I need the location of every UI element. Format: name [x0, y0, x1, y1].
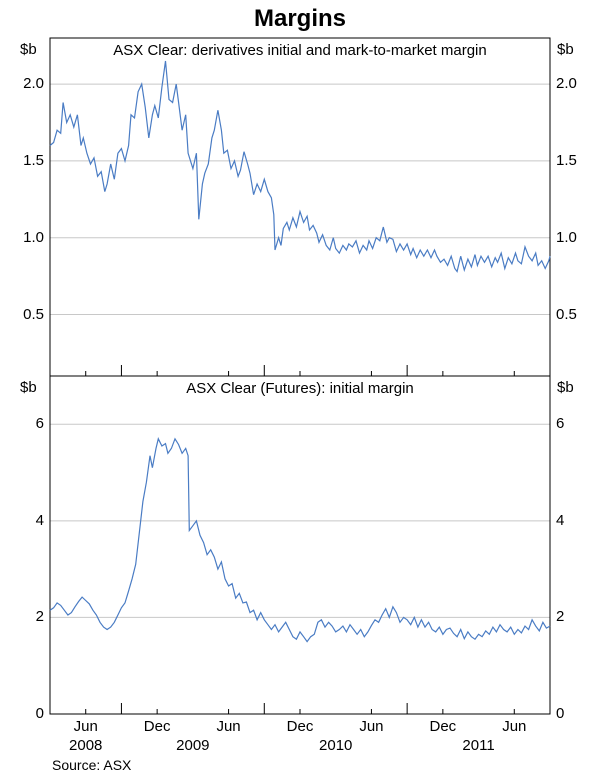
panel2-series-line	[50, 439, 550, 642]
panel2-ytick-right-0: 0	[556, 705, 564, 722]
panel1-ytick-left-1: 1.0	[23, 229, 44, 246]
panel1-ytick-left-2: 1.5	[23, 152, 44, 169]
x-month-1: Dec	[144, 718, 171, 735]
panel1-ytick-right-2: 1.5	[556, 152, 577, 169]
panel1-y-unit-right: $b	[557, 41, 574, 58]
panel2-ytick-left-2: 4	[36, 512, 44, 529]
chart-title: Margins	[0, 5, 600, 33]
x-year-3: 2011	[462, 737, 494, 754]
panel1-ytick-right-3: 2.0	[556, 75, 577, 92]
x-year-1: 2009	[176, 737, 209, 754]
x-year-2: 2010	[319, 737, 352, 754]
panel2-ytick-left-0: 0	[36, 705, 44, 722]
panel1-ytick-right-0: 0.5	[556, 306, 577, 323]
x-year-0: 2008	[69, 737, 102, 754]
panel2-ytick-right-1: 2	[556, 608, 564, 625]
panel2-ytick-right-2: 4	[556, 512, 564, 529]
panel2-ytick-right-3: 6	[556, 415, 564, 432]
x-month-3: Dec	[287, 718, 314, 735]
panel2-subtitle: ASX Clear (Futures): initial margin	[0, 380, 600, 397]
panel2-ytick-left-3: 6	[36, 415, 44, 432]
panel1-ytick-left-3: 2.0	[23, 75, 44, 92]
panel1-ytick-right-1: 1.0	[556, 229, 577, 246]
panel2-ytick-left-1: 2	[36, 608, 44, 625]
x-month-5: Dec	[430, 718, 457, 735]
chart-source: Source: ASX	[52, 757, 131, 773]
x-month-4: Jun	[359, 718, 383, 735]
panel2-y-unit-right: $b	[557, 379, 574, 396]
panel2-y-unit-left: $b	[20, 379, 37, 396]
x-month-2: Jun	[216, 718, 240, 735]
panel1-subtitle: ASX Clear: derivatives initial and mark-…	[0, 42, 600, 59]
panel1-ytick-left-0: 0.5	[23, 306, 44, 323]
x-month-6: Jun	[502, 718, 526, 735]
panel1-y-unit-left: $b	[20, 41, 37, 58]
panel1-series-line	[50, 61, 550, 272]
x-month-0: Jun	[74, 718, 98, 735]
